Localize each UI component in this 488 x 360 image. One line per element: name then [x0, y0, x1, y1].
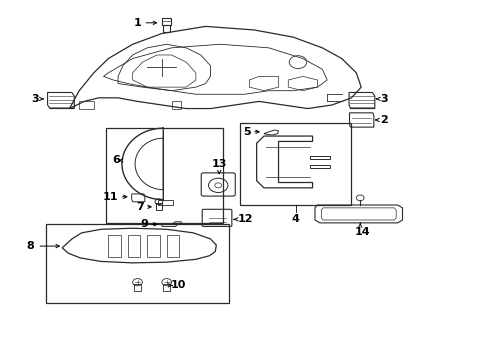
Bar	[163, 24, 169, 32]
Bar	[239, 123, 351, 205]
Text: 7: 7	[136, 202, 143, 212]
Bar	[46, 224, 228, 303]
Text: 9: 9	[140, 219, 148, 229]
Text: 2: 2	[379, 115, 387, 125]
Bar	[163, 284, 170, 292]
Bar	[156, 203, 162, 210]
Text: 10: 10	[170, 280, 185, 291]
Bar	[108, 235, 121, 257]
Text: 8: 8	[26, 241, 34, 251]
Bar	[147, 235, 160, 257]
Text: 5: 5	[242, 127, 250, 137]
Text: 3: 3	[31, 94, 39, 104]
Text: 4: 4	[291, 214, 299, 224]
Text: 14: 14	[354, 227, 370, 237]
Text: 3: 3	[380, 94, 387, 104]
Text: 13: 13	[211, 158, 226, 168]
Text: 6: 6	[113, 156, 121, 165]
Bar	[127, 235, 140, 257]
Text: 1: 1	[133, 18, 141, 28]
Text: 12: 12	[237, 214, 253, 224]
Text: 11: 11	[102, 192, 118, 202]
Bar	[106, 128, 222, 223]
Bar	[166, 235, 179, 257]
Bar	[162, 18, 170, 24]
Bar	[134, 284, 141, 292]
